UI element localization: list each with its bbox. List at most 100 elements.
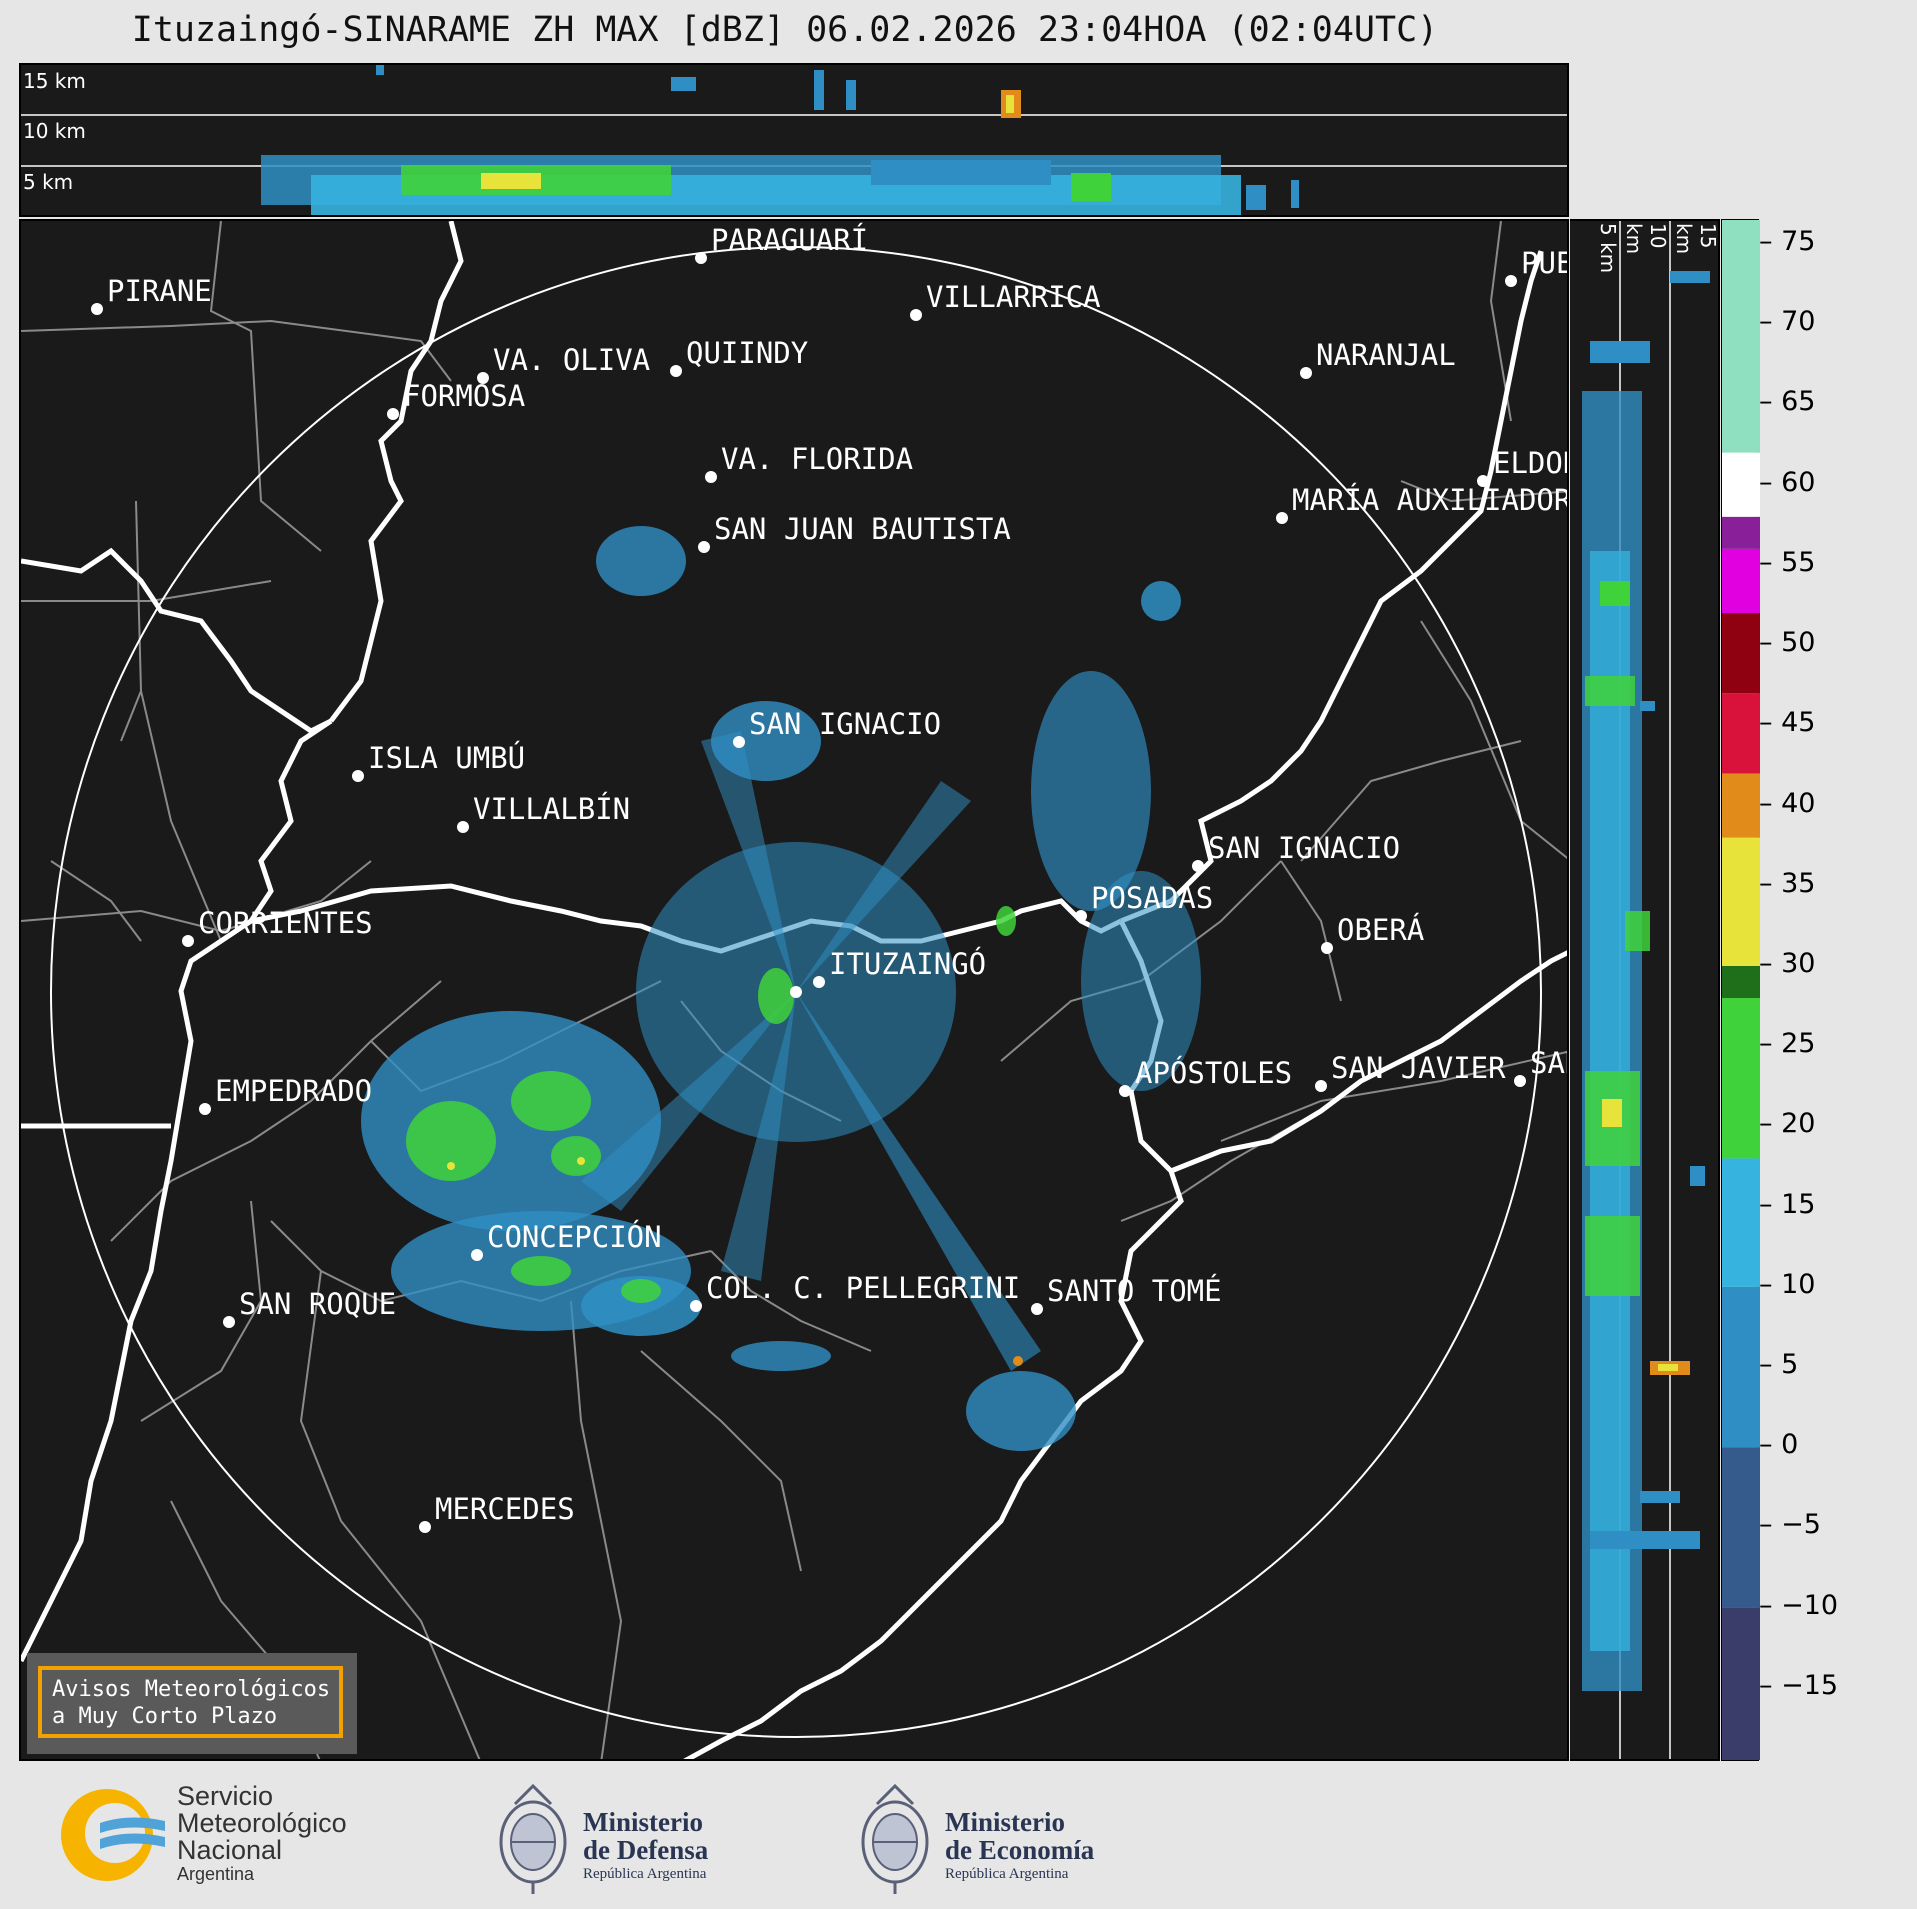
colorbar-segment — [1722, 516, 1760, 549]
smn-line-2: Meteorológico — [177, 1808, 347, 1838]
km-label-15: 15 km — [23, 69, 86, 93]
side-km-label-10: 10 km — [1622, 223, 1670, 255]
city-marker — [1321, 942, 1333, 954]
city-marker — [1119, 1085, 1131, 1097]
radar-echoes — [361, 526, 1201, 1451]
smn-line-4: Argentina — [177, 1864, 255, 1884]
km-label-10: 10 km — [23, 119, 86, 143]
colorbar-tick: – 0 — [1759, 1429, 1799, 1461]
chart-title: Ituzaingó-SINARAME ZH MAX [dBZ] 06.02.20… — [131, 10, 1439, 50]
colorbar-segment — [1722, 1447, 1760, 1608]
city-marker — [457, 821, 469, 833]
city-marker — [477, 372, 489, 384]
city-marker — [1505, 275, 1517, 287]
city-label: MARÍA AUXILIADORA — [1292, 483, 1569, 517]
city-label: PARAGUARÍ — [711, 223, 868, 257]
city-marker — [695, 252, 707, 264]
colorbar-tick: – 70 — [1759, 306, 1816, 338]
colorbar-tick: – −5 — [1759, 1509, 1821, 1541]
smn-logo-icon — [61, 1789, 165, 1881]
colorbar-tick: – 40 — [1759, 787, 1816, 819]
city-label: VA. FLORIDA — [721, 442, 913, 476]
aviso-line-2: a Muy Corto Plazo — [52, 1704, 278, 1729]
city-label: ITUZAINGÓ — [829, 947, 986, 981]
economia-line-3: República Argentina — [945, 1866, 1069, 1882]
side-km-label-5: 5 km — [1596, 223, 1620, 274]
colorbar-tick: – 55 — [1759, 546, 1816, 578]
radar-map-panel: PARAGUARÍ VILLARRICA PIRANE QUIINDY VA. OLIV… — [19, 219, 1569, 1761]
colorbar-segment — [1722, 693, 1760, 774]
city-label: SAN IGNACIO — [749, 707, 941, 741]
colorbar-segment — [1722, 220, 1760, 453]
city-label: SANTO TOMÉ — [1047, 1274, 1222, 1308]
colorbar-tick: – 45 — [1759, 707, 1816, 739]
city-label: PIRANE — [107, 274, 212, 308]
top-cross-section-panel: 15 km 10 km 5 km — [19, 63, 1569, 217]
aviso-line-1: Avisos Meteorológicos — [52, 1677, 331, 1702]
city-marker — [1514, 1075, 1526, 1087]
colorbar-segment — [1722, 837, 1760, 966]
city-marker — [670, 365, 682, 377]
colorbar-tick: – −15 — [1759, 1669, 1839, 1701]
side-cross-section-panel: 5 km 10 km 15 km — [1570, 219, 1720, 1761]
city-marker — [690, 1300, 702, 1312]
colorbar-tick: – 75 — [1759, 226, 1816, 258]
colorbar-tick: – −10 — [1759, 1589, 1839, 1621]
colorbar-tick: – 5 — [1759, 1348, 1799, 1380]
city-label: SAN — [1530, 1046, 1569, 1080]
colorbar-segment — [1722, 965, 1760, 999]
aviso-box[interactable]: Avisos Meteorológicos a Muy Corto Plazo — [27, 1653, 357, 1754]
city-label: CORRIENTES — [198, 906, 373, 940]
colorbar-segment — [1722, 613, 1760, 694]
colorbar-tick: – 65 — [1759, 386, 1816, 418]
city-marker — [698, 541, 710, 553]
city-marker — [1276, 512, 1288, 524]
economia-line-2: de Economía — [945, 1835, 1095, 1865]
smn-line-1: Servicio — [177, 1781, 274, 1811]
city-label: SAN JAVIER — [1331, 1051, 1506, 1085]
economia-line-1: Ministerio — [945, 1807, 1065, 1837]
colorbar-segment — [1722, 1286, 1760, 1448]
colorbar-segment — [1722, 548, 1760, 614]
colorbar-segment — [1722, 1607, 1760, 1760]
colorbar-segment — [1722, 1158, 1760, 1287]
city-label: QUIINDY — [686, 336, 808, 370]
city-marker — [705, 471, 717, 483]
city-label: CONCEPCIÓN — [487, 1220, 662, 1254]
city-marker — [182, 935, 194, 947]
colorbar-tick: – 20 — [1759, 1108, 1816, 1140]
city-label: VILLALBÍN — [473, 792, 630, 826]
city-label: EMPEDRADO — [215, 1074, 372, 1108]
side-echo-band — [1582, 271, 1710, 1691]
colorbar-tick: – 60 — [1759, 466, 1816, 498]
city-marker — [223, 1316, 235, 1328]
city-marker — [910, 309, 922, 321]
colorbar-tick-labels: – 75 – 70 – 65 – 60 – 55 – 50 – 45 – 40 – 35 – 30… — [1759, 219, 1879, 1761]
colorbar-segment — [1722, 998, 1760, 1159]
city-marker — [1192, 860, 1204, 872]
city-label: MERCEDES — [435, 1492, 575, 1526]
city-labels: PARAGUARÍ VILLARRICA PIRANE QUIINDY VA. OLIV… — [91, 223, 1569, 1533]
city-marker — [1031, 1303, 1043, 1315]
colorbar — [1721, 219, 1760, 1761]
coat-of-arms-icon — [499, 1783, 567, 1894]
city-label: VILLARRICA — [926, 280, 1101, 314]
city-marker — [471, 1249, 483, 1261]
coat-of-arms-icon — [861, 1783, 929, 1894]
city-label: PUERTO — [1521, 246, 1569, 280]
radar-site — [790, 986, 802, 998]
city-marker — [813, 976, 825, 988]
colorbar-segment — [1722, 773, 1760, 838]
colorbar-tick: – 15 — [1759, 1188, 1816, 1220]
top-echo-band — [261, 65, 1299, 215]
defensa-line-3: República Argentina — [583, 1866, 707, 1882]
km-label-5: 5 km — [23, 170, 74, 194]
city-marker — [733, 736, 745, 748]
city-label: SAN ROQUE — [239, 1287, 396, 1321]
city-label: VA. OLIVA — [493, 343, 650, 377]
city-label: SAN IGNACIO — [1208, 831, 1400, 865]
defensa-line-2: de Defensa — [583, 1835, 709, 1865]
city-marker — [199, 1103, 211, 1115]
city-marker — [352, 770, 364, 782]
city-marker — [1300, 367, 1312, 379]
